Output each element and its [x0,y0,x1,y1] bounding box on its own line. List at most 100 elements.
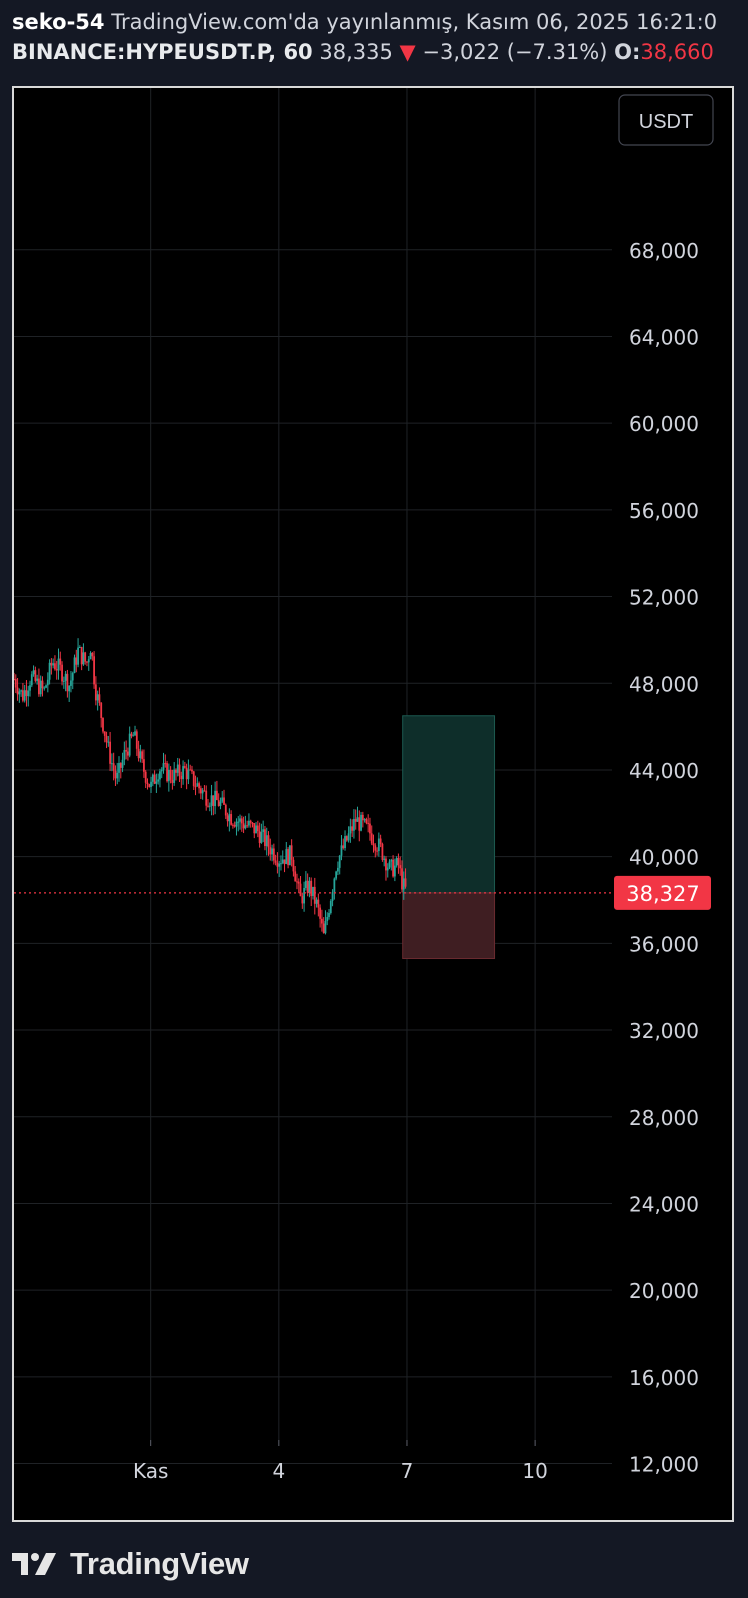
candle-body [283,859,286,865]
candles [14,638,407,935]
candle-body [299,883,302,897]
y-tick-label: 52,000 [629,586,699,610]
price-axis[interactable]: 68,000 64,000 60,000 56,000 52,000 48,000 44,0… [629,239,699,1477]
position-tool[interactable] [402,715,496,960]
candle-body [55,669,58,671]
candle-body [134,731,136,736]
y-tick-label: 40,000 [629,846,699,870]
candle-body [272,848,275,861]
candle-body [333,878,336,893]
candle-body [360,814,362,831]
candle-body [288,845,291,866]
open-value: 38,660 [640,40,714,64]
publish-info: seko-54 TradingView.com'da yayınlanmış, … [12,8,742,36]
candle-body [296,881,298,883]
candle-body [100,702,103,718]
currency-button[interactable]: USDT [618,94,714,146]
x-tick-label: 4 [272,1459,285,1483]
candle-body [110,763,113,765]
candle-body [194,786,197,788]
currency-button-label[interactable]: USDT [639,111,693,133]
candle-body [166,763,168,782]
candle-body [160,769,163,772]
candle-body [239,818,241,822]
candle-body [356,817,359,822]
candle-body [372,843,375,846]
candle-body [207,805,209,807]
candle-body [182,766,184,780]
y-tick-label: 64,000 [629,325,699,349]
candle-body [399,865,402,869]
candle-body [137,748,140,759]
candle-body [264,829,266,847]
candle-body [345,836,348,841]
candle-body [68,685,71,692]
candle-body [107,741,110,743]
candle-body [342,845,345,849]
candle-body [313,886,316,904]
candle-body [233,825,236,827]
candle-body [16,687,19,695]
candle-body [224,804,227,816]
chart-area[interactable]: 38,327 68,000 64,000 60,000 56,000 52,000 48,… [12,86,734,1522]
candle-body [315,899,318,904]
time-axis[interactable]: Kas 4 7 10 [133,1440,548,1483]
price-chart[interactable]: 38,327 68,000 64,000 60,000 56,000 52,000 48,… [14,88,732,1520]
candle-body [271,848,273,855]
candle-body [322,923,325,934]
candle-body [43,687,46,689]
candle-body [235,821,238,827]
last-price-badge [614,875,711,910]
y-tick-label: 56,000 [629,499,699,523]
candle-body [404,878,407,887]
y-tick-label: 28,000 [629,1106,699,1130]
candle-body [361,814,364,821]
tradingview-logo[interactable]: TradingView [12,1546,249,1582]
candle-body [112,763,115,771]
candle-body [303,888,306,904]
candle-body [125,750,128,752]
candle-body [262,829,265,833]
candle-body [365,819,368,823]
last-price-line: 38,327 [14,875,711,910]
candle-body [171,779,174,783]
candle-body [226,815,229,822]
price-change: −3,022 (−7.31%) [422,40,608,64]
candle-body [198,783,200,789]
candle-body [351,826,354,831]
symbol-info: BINANCE:HYPEUSDT.P, 60 38,335 ▼ −3,022 (… [12,37,742,67]
y-tick-label: 68,000 [629,239,699,263]
candle-body [285,849,288,865]
candle-body [219,801,222,806]
candle-body [78,646,81,648]
candle-body [281,859,284,864]
candle-body [159,771,161,780]
open-label: O: [614,40,641,64]
y-tick-label: 32,000 [629,1019,699,1043]
candle-body [54,663,56,670]
candle-body [328,912,330,917]
candle-body [301,896,304,904]
candle-body [75,657,78,665]
candle-body [80,646,83,665]
y-tick-label: 24,000 [629,1192,699,1216]
candle-body [397,858,400,866]
candle-body [347,833,350,841]
candle-body [265,835,268,847]
candle-body [386,867,389,871]
candle-body [228,814,231,822]
candle-body [57,658,60,671]
candle-body [155,781,158,784]
author-name[interactable]: seko-54 [12,10,105,34]
candle-body [349,826,352,834]
y-tick-label: 60,000 [629,412,699,436]
candle-body [73,657,76,674]
candle-body [214,790,217,807]
currency-button-frame[interactable] [618,94,714,146]
candle-body [212,795,215,807]
candle-body [306,880,309,894]
candle-body [123,750,126,760]
candle-body [248,820,250,826]
x-tick-label: Kas [133,1459,168,1483]
y-tick-label: 16,000 [629,1366,699,1390]
